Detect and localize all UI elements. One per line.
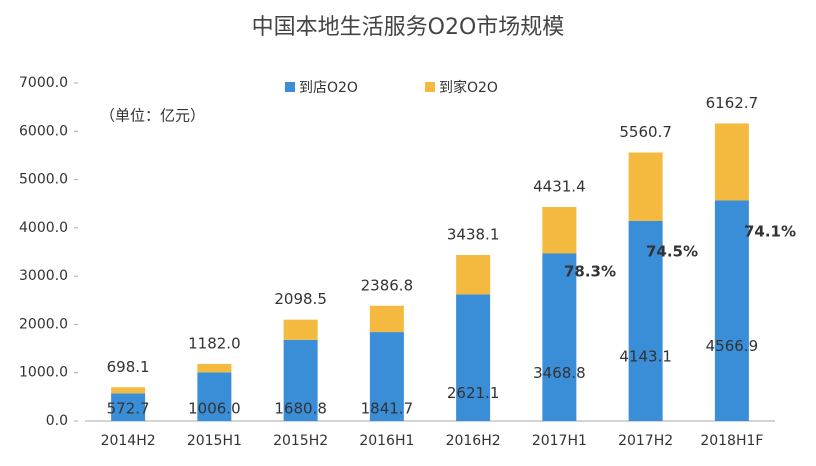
total-label: 2098.5 <box>274 290 327 308</box>
total-label: 3438.1 <box>447 225 500 243</box>
x-tick-label: 2017H2 <box>618 433 673 449</box>
y-tick-label: 6000.0 <box>19 123 68 139</box>
value-label: 2621.1 <box>447 384 500 402</box>
bar-segment <box>628 220 663 421</box>
total-label: 5560.7 <box>619 123 672 141</box>
legend-label: 到家O2O <box>439 79 498 96</box>
x-tick-label: 2015H1 <box>187 433 242 449</box>
total-label: 2386.8 <box>361 276 414 294</box>
bar-segment <box>456 294 491 421</box>
share-annotation: 74.1% <box>744 223 796 241</box>
bar-segment <box>111 393 146 421</box>
y-tick-label: 1000.0 <box>19 365 68 381</box>
total-label: 4431.4 <box>533 178 586 196</box>
bar-segment <box>714 200 749 421</box>
bar-segment <box>197 372 232 421</box>
x-tick-label: 2018H1F <box>700 433 763 449</box>
value-label: 1680.8 <box>274 400 327 418</box>
x-tick-label: 2016H2 <box>446 433 501 449</box>
x-tick-label: 2015H2 <box>273 433 328 449</box>
x-tick-label: 2016H1 <box>359 433 414 449</box>
x-tick-label: 2014H2 <box>101 433 156 449</box>
share-annotation: 74.5% <box>646 243 698 261</box>
value-label: 4143.1 <box>619 347 672 365</box>
chart-title: 中国本地生活服务O2O市场规模 <box>252 15 565 40</box>
y-tick-label: 0.0 <box>46 413 68 429</box>
bar-segment <box>714 123 749 201</box>
y-tick-label: 3000.0 <box>19 268 68 284</box>
bar-segment <box>542 253 577 421</box>
bar-segment <box>283 319 318 340</box>
value-label: 1841.7 <box>361 400 414 418</box>
bar-segment <box>542 207 577 254</box>
bar-segment <box>369 305 404 333</box>
y-tick-label: 4000.0 <box>19 220 68 236</box>
total-label: 6162.7 <box>706 94 759 112</box>
value-label: 1006.0 <box>188 400 241 418</box>
bar-segment <box>456 254 491 295</box>
y-tick-label: 7000.0 <box>19 75 68 91</box>
bar-segment <box>628 152 663 221</box>
bar-segment <box>111 387 146 394</box>
value-label: 3468.8 <box>533 364 586 382</box>
value-label: 572.7 <box>107 400 150 418</box>
legend-swatch <box>425 82 435 92</box>
total-label: 698.1 <box>107 358 150 376</box>
y-tick-label: 2000.0 <box>19 316 68 332</box>
y-tick-label: 5000.0 <box>19 172 68 188</box>
value-label: 4566.9 <box>706 337 759 355</box>
unit-label: （单位：亿元） <box>100 107 205 125</box>
bar-segment <box>369 332 404 421</box>
bar-segment <box>283 339 318 421</box>
share-annotation: 78.3% <box>564 263 616 281</box>
legend-label: 到店O2O <box>299 80 358 96</box>
legend-swatch <box>285 82 295 92</box>
x-tick-label: 2017H1 <box>532 433 587 449</box>
total-label: 1182.0 <box>188 334 241 352</box>
bar-segment <box>197 363 232 373</box>
